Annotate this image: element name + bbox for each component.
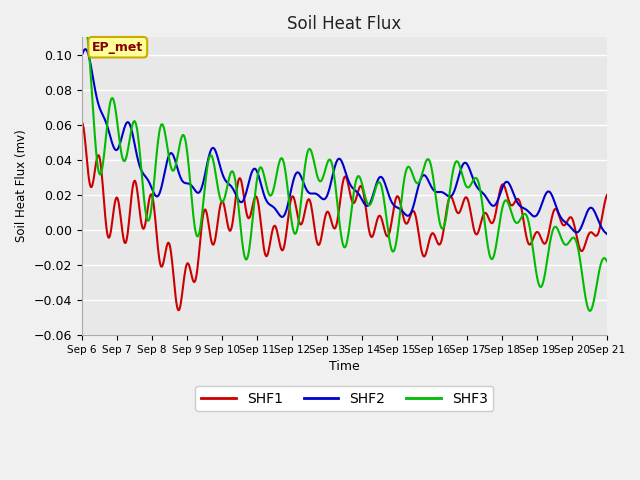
- X-axis label: Time: Time: [329, 360, 360, 373]
- SHF2: [413, 189, 420, 195]
- SHF3: [80, 18, 88, 24]
- SHF1: [397, 204, 405, 210]
- Title: Soil Heat Flux: Soil Heat Flux: [287, 15, 401, 33]
- SHF1: [383, 233, 391, 239]
- SHF3: [531, 259, 538, 264]
- SHF1: [78, 120, 86, 125]
- SHF1: [175, 307, 182, 313]
- SHF2: [82, 46, 90, 52]
- SHF3: [383, 223, 391, 228]
- Line: SHF3: SHF3: [82, 21, 607, 311]
- SHF3: [477, 190, 484, 196]
- SHF1: [603, 192, 611, 198]
- SHF2: [78, 53, 86, 59]
- Text: EP_met: EP_met: [92, 41, 143, 54]
- Line: SHF1: SHF1: [82, 122, 607, 310]
- SHF1: [477, 221, 484, 227]
- Y-axis label: Soil Heat Flux (mv): Soil Heat Flux (mv): [15, 130, 28, 242]
- SHF3: [413, 180, 420, 186]
- SHF1: [413, 220, 420, 226]
- SHF3: [603, 258, 611, 264]
- SHF2: [531, 214, 538, 219]
- SHF3: [111, 101, 118, 107]
- SHF1: [110, 206, 118, 212]
- Line: SHF2: SHF2: [82, 49, 607, 234]
- SHF3: [586, 308, 594, 314]
- SHF3: [397, 200, 405, 205]
- SHF2: [477, 188, 484, 194]
- SHF1: [531, 232, 538, 238]
- SHF2: [383, 188, 391, 193]
- Legend: SHF1, SHF2, SHF3: SHF1, SHF2, SHF3: [195, 386, 493, 411]
- SHF3: [78, 21, 86, 27]
- SHF2: [111, 146, 118, 152]
- SHF2: [603, 231, 611, 237]
- SHF2: [397, 207, 405, 213]
